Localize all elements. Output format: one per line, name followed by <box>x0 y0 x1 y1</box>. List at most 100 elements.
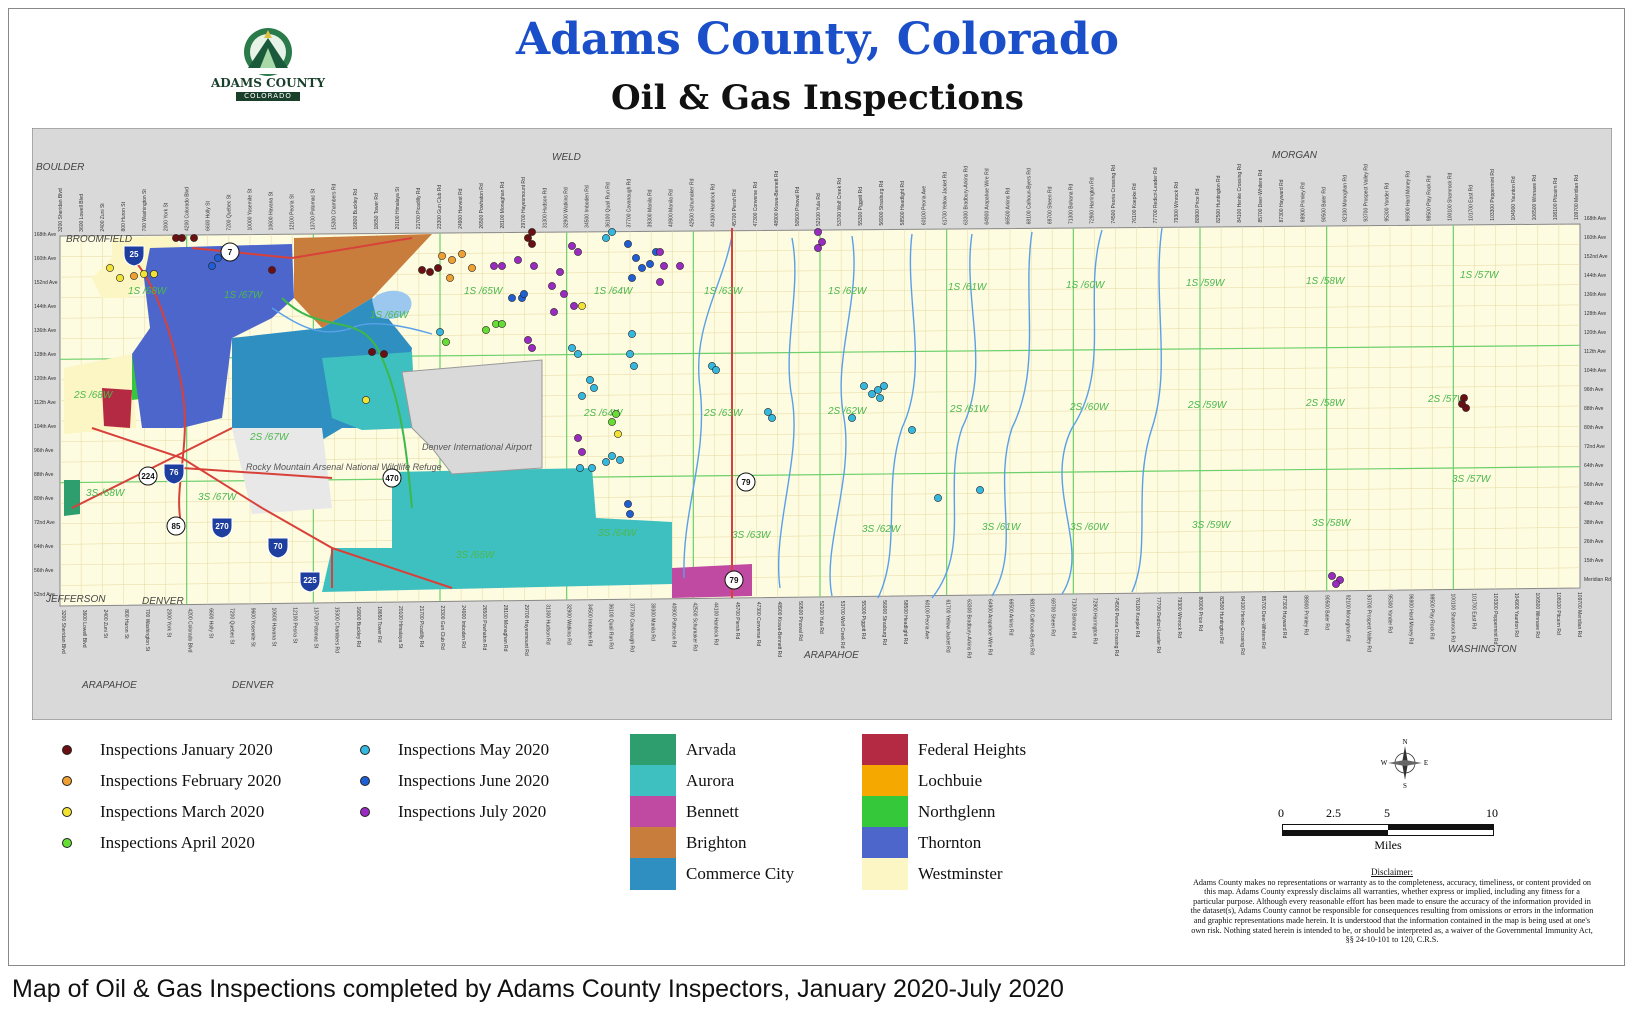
inspection-point[interactable] <box>426 268 434 276</box>
inspection-point[interactable] <box>524 234 532 242</box>
inspection-point[interactable] <box>576 464 584 472</box>
inspection-point[interactable] <box>190 234 198 242</box>
inspection-point[interactable] <box>482 326 490 334</box>
inspection-point[interactable] <box>876 394 884 402</box>
inspection-point[interactable] <box>568 242 576 250</box>
inspection-point[interactable] <box>1458 400 1466 408</box>
inspection-point[interactable] <box>520 290 528 298</box>
inspection-point[interactable] <box>676 262 684 270</box>
inspection-point[interactable] <box>268 266 276 274</box>
inspection-point[interactable] <box>1332 580 1340 588</box>
inspection-point[interactable] <box>874 386 882 394</box>
inspection-point[interactable] <box>614 430 622 438</box>
inspection-point[interactable] <box>638 264 646 272</box>
inspection-point[interactable] <box>768 414 776 422</box>
inspection-point[interactable] <box>656 278 664 286</box>
inspection-point[interactable] <box>590 384 598 392</box>
inspection-point[interactable] <box>178 234 186 242</box>
reservoir <box>372 290 412 319</box>
inspection-point[interactable] <box>150 270 158 278</box>
inspection-point[interactable] <box>632 254 640 262</box>
inspection-point[interactable] <box>764 408 772 416</box>
inspection-point[interactable] <box>528 228 536 236</box>
inspection-point[interactable] <box>976 486 984 494</box>
inspection-point[interactable] <box>362 396 370 404</box>
inspection-point[interactable] <box>578 302 586 310</box>
inspection-point[interactable] <box>498 320 506 328</box>
inspection-point[interactable] <box>434 264 442 272</box>
county-label: WELD <box>552 152 581 163</box>
inspection-point[interactable] <box>528 344 536 352</box>
inspection-point[interactable] <box>214 254 222 262</box>
inspection-point[interactable] <box>616 456 624 464</box>
inspection-point[interactable] <box>860 382 868 390</box>
inspection-point[interactable] <box>848 414 856 422</box>
inspection-point[interactable] <box>608 452 616 460</box>
inspection-point[interactable] <box>524 336 532 344</box>
inspection-point[interactable] <box>624 500 632 508</box>
inspection-point[interactable] <box>814 244 822 252</box>
inspection-point[interactable] <box>574 350 582 358</box>
inspection-point[interactable] <box>624 240 632 248</box>
county-map[interactable]: BOULDER WELD MORGAN BROOMFIELD JEFFERSON DENV… <box>32 128 1612 720</box>
inspection-point[interactable] <box>574 248 582 256</box>
inspection-point[interactable] <box>556 268 564 276</box>
inspection-point[interactable] <box>818 238 826 246</box>
inspection-point[interactable] <box>608 418 616 426</box>
inspection-point[interactable] <box>130 272 138 280</box>
inspection-point[interactable] <box>380 350 388 358</box>
inspection-point[interactable] <box>626 510 634 518</box>
inspection-point[interactable] <box>588 464 596 472</box>
inspection-point[interactable] <box>646 260 654 268</box>
inspection-point[interactable] <box>442 338 450 346</box>
inspection-point[interactable] <box>548 282 556 290</box>
inspection-point[interactable] <box>608 228 616 236</box>
inspection-point[interactable] <box>628 330 636 338</box>
inspection-point[interactable] <box>490 262 498 270</box>
inspection-point[interactable] <box>514 256 522 264</box>
inspection-point[interactable] <box>560 290 568 298</box>
inspection-point[interactable] <box>208 262 216 270</box>
inspection-point[interactable] <box>628 274 636 282</box>
inspection-point[interactable] <box>568 344 576 352</box>
inspection-point[interactable] <box>880 382 888 390</box>
inspection-point[interactable] <box>626 350 634 358</box>
inspection-point[interactable] <box>934 494 942 502</box>
inspection-point[interactable] <box>140 270 148 278</box>
inspection-point[interactable] <box>656 248 664 256</box>
inspection-point[interactable] <box>602 234 610 242</box>
inspection-point[interactable] <box>436 328 444 336</box>
inspection-point[interactable] <box>508 294 516 302</box>
inspection-point[interactable] <box>578 448 586 456</box>
inspection-point[interactable] <box>106 264 114 272</box>
inspection-point[interactable] <box>530 262 538 270</box>
inspection-point[interactable] <box>438 252 446 260</box>
inspection-point[interactable] <box>368 348 376 356</box>
township-label: 1S /61W <box>948 282 988 293</box>
inspection-point[interactable] <box>660 262 668 270</box>
inspection-point[interactable] <box>498 262 506 270</box>
inspection-point[interactable] <box>570 302 578 310</box>
inspection-point[interactable] <box>868 390 876 398</box>
inspection-point[interactable] <box>528 240 536 248</box>
inspection-point[interactable] <box>908 426 916 434</box>
inspection-point[interactable] <box>468 264 476 272</box>
township-label: 1S /63W <box>704 286 744 297</box>
inspection-point[interactable] <box>1328 572 1336 580</box>
inspection-point[interactable] <box>586 376 594 384</box>
inspection-point[interactable] <box>446 274 454 282</box>
inspection-point[interactable] <box>712 366 720 374</box>
inspection-point[interactable] <box>116 274 124 282</box>
inspection-point[interactable] <box>612 410 620 418</box>
inspection-point[interactable] <box>630 362 638 370</box>
inspection-point[interactable] <box>448 256 456 264</box>
legend-point-label: Inspections May 2020 <box>398 740 550 759</box>
legend-area-label: Federal Heights <box>918 740 1027 759</box>
inspection-point[interactable] <box>602 458 610 466</box>
inspection-point[interactable] <box>814 228 822 236</box>
inspection-point[interactable] <box>458 250 466 258</box>
inspection-point[interactable] <box>574 434 582 442</box>
inspection-point[interactable] <box>550 308 558 316</box>
inspection-point[interactable] <box>578 392 586 400</box>
inspection-point[interactable] <box>418 266 426 274</box>
